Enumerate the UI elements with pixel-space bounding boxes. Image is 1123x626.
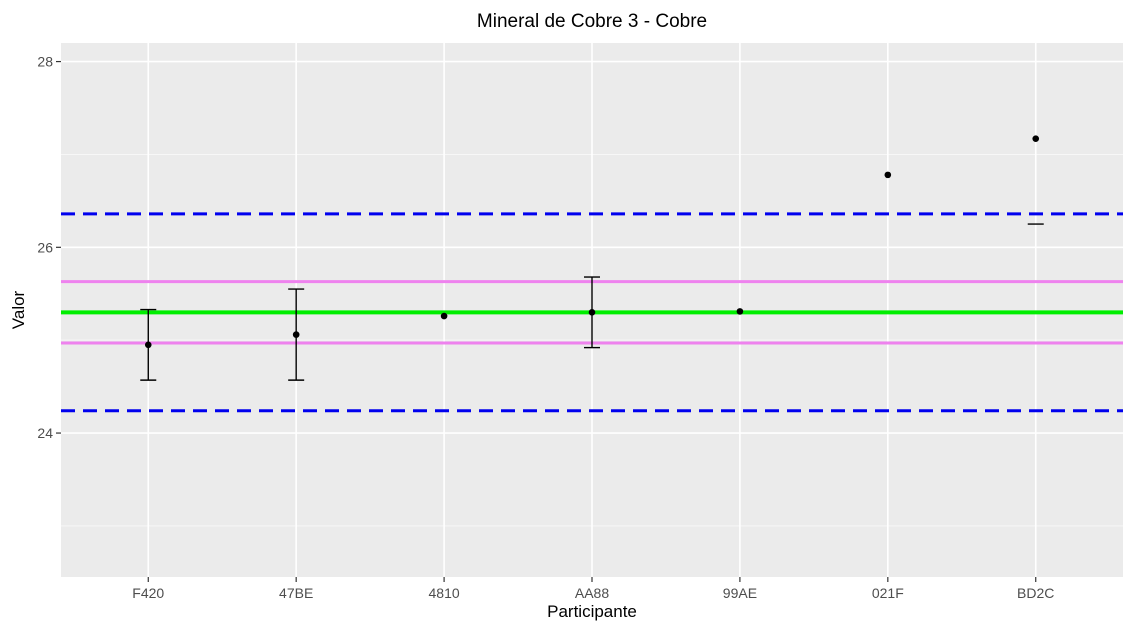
y-tick-label: 26 xyxy=(37,239,53,255)
data-point xyxy=(588,309,596,316)
x-tick-label: 47BE xyxy=(279,585,313,601)
x-tick-label: 4810 xyxy=(429,585,460,601)
x-axis-title: Participante xyxy=(547,602,637,621)
x-tick-label: BD2C xyxy=(1017,585,1054,601)
x-tick-label: AA88 xyxy=(575,585,609,601)
data-point xyxy=(440,312,448,320)
x-tick-label: F420 xyxy=(132,585,164,601)
y-tick-label: 24 xyxy=(37,425,53,441)
data-point xyxy=(736,308,744,315)
data-points xyxy=(144,135,1040,349)
data-point xyxy=(1032,135,1040,142)
x-tick-label: 021F xyxy=(872,585,904,601)
x-axis: F420 47BE 4810 AA88 99AE 021F BD2C xyxy=(132,577,1054,601)
y-tick-label: 28 xyxy=(37,54,53,70)
data-point xyxy=(884,171,892,179)
chart-title: Mineral de Cobre 3 - Cobre xyxy=(477,11,707,32)
y-axis: 24 26 28 xyxy=(37,54,61,441)
data-point xyxy=(292,331,300,338)
x-tick-label: 99AE xyxy=(723,585,757,601)
y-axis-title: Valor xyxy=(9,290,28,329)
data-point xyxy=(144,341,152,349)
